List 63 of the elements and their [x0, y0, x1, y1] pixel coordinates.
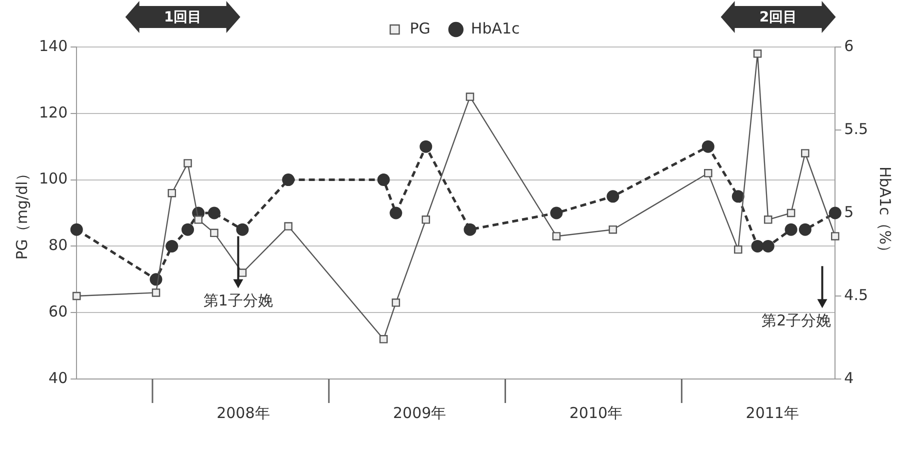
point [550, 206, 563, 220]
point [236, 223, 249, 236]
point [184, 159, 192, 168]
y-tick-label: 40 [48, 368, 68, 387]
point [72, 292, 81, 300]
point [786, 208, 796, 218]
point [464, 223, 476, 236]
point [282, 174, 295, 186]
point [801, 149, 810, 158]
point [784, 223, 798, 236]
point [208, 206, 220, 220]
text: 2回目 [759, 10, 798, 26]
point [166, 240, 178, 252]
x-tick-label: 2008年 [216, 404, 270, 422]
point [210, 228, 218, 238]
point [764, 216, 772, 224]
point [753, 50, 762, 58]
point [379, 335, 388, 344]
x-tick-label: 2010年 [569, 404, 623, 422]
point [552, 232, 561, 240]
text: 1回目 [164, 10, 202, 26]
y-tick-label: 100 [38, 170, 68, 188]
point [608, 225, 618, 234]
y2-axis-title: HbA1c（%） [876, 166, 894, 260]
y-tick-label: 60 [48, 302, 68, 320]
point [702, 140, 714, 153]
y-tick-label: 80 [48, 236, 68, 254]
legend-label: PG [410, 19, 430, 38]
y2-tick-label: 6 [844, 36, 854, 55]
point [70, 223, 83, 236]
point [420, 140, 432, 153]
y-tick-label: 120 [38, 103, 68, 122]
point [168, 188, 176, 198]
point [732, 190, 744, 203]
annotation: 第2子分娩 [762, 312, 832, 330]
x-tick-label: 2011年 [746, 404, 799, 422]
y-axis-title: PG（mg/dl） [12, 166, 31, 260]
point [762, 240, 774, 252]
y-tick-label: 140 [38, 36, 68, 55]
point [390, 206, 402, 220]
point [392, 298, 400, 307]
annotation: 第1子分娩 [203, 292, 273, 310]
point [704, 169, 712, 178]
legend-label: HbA1c [470, 19, 520, 38]
point [734, 245, 742, 254]
point [606, 190, 620, 203]
y2-tick-label: 4 [844, 368, 854, 387]
y2-tick-label: 5.5 [844, 120, 868, 138]
y2-tick-label: 5 [844, 202, 854, 221]
x-tick-label: 2009年 [392, 404, 446, 422]
point [466, 92, 474, 101]
point [152, 288, 160, 297]
point [831, 232, 840, 240]
y2-tick-label: 4.5 [844, 286, 868, 304]
point [284, 222, 292, 230]
point [182, 223, 194, 236]
point [238, 268, 247, 277]
point [751, 240, 764, 252]
point [377, 174, 390, 186]
point [422, 216, 430, 224]
point [828, 206, 842, 220]
point [798, 223, 812, 236]
point [194, 216, 202, 224]
